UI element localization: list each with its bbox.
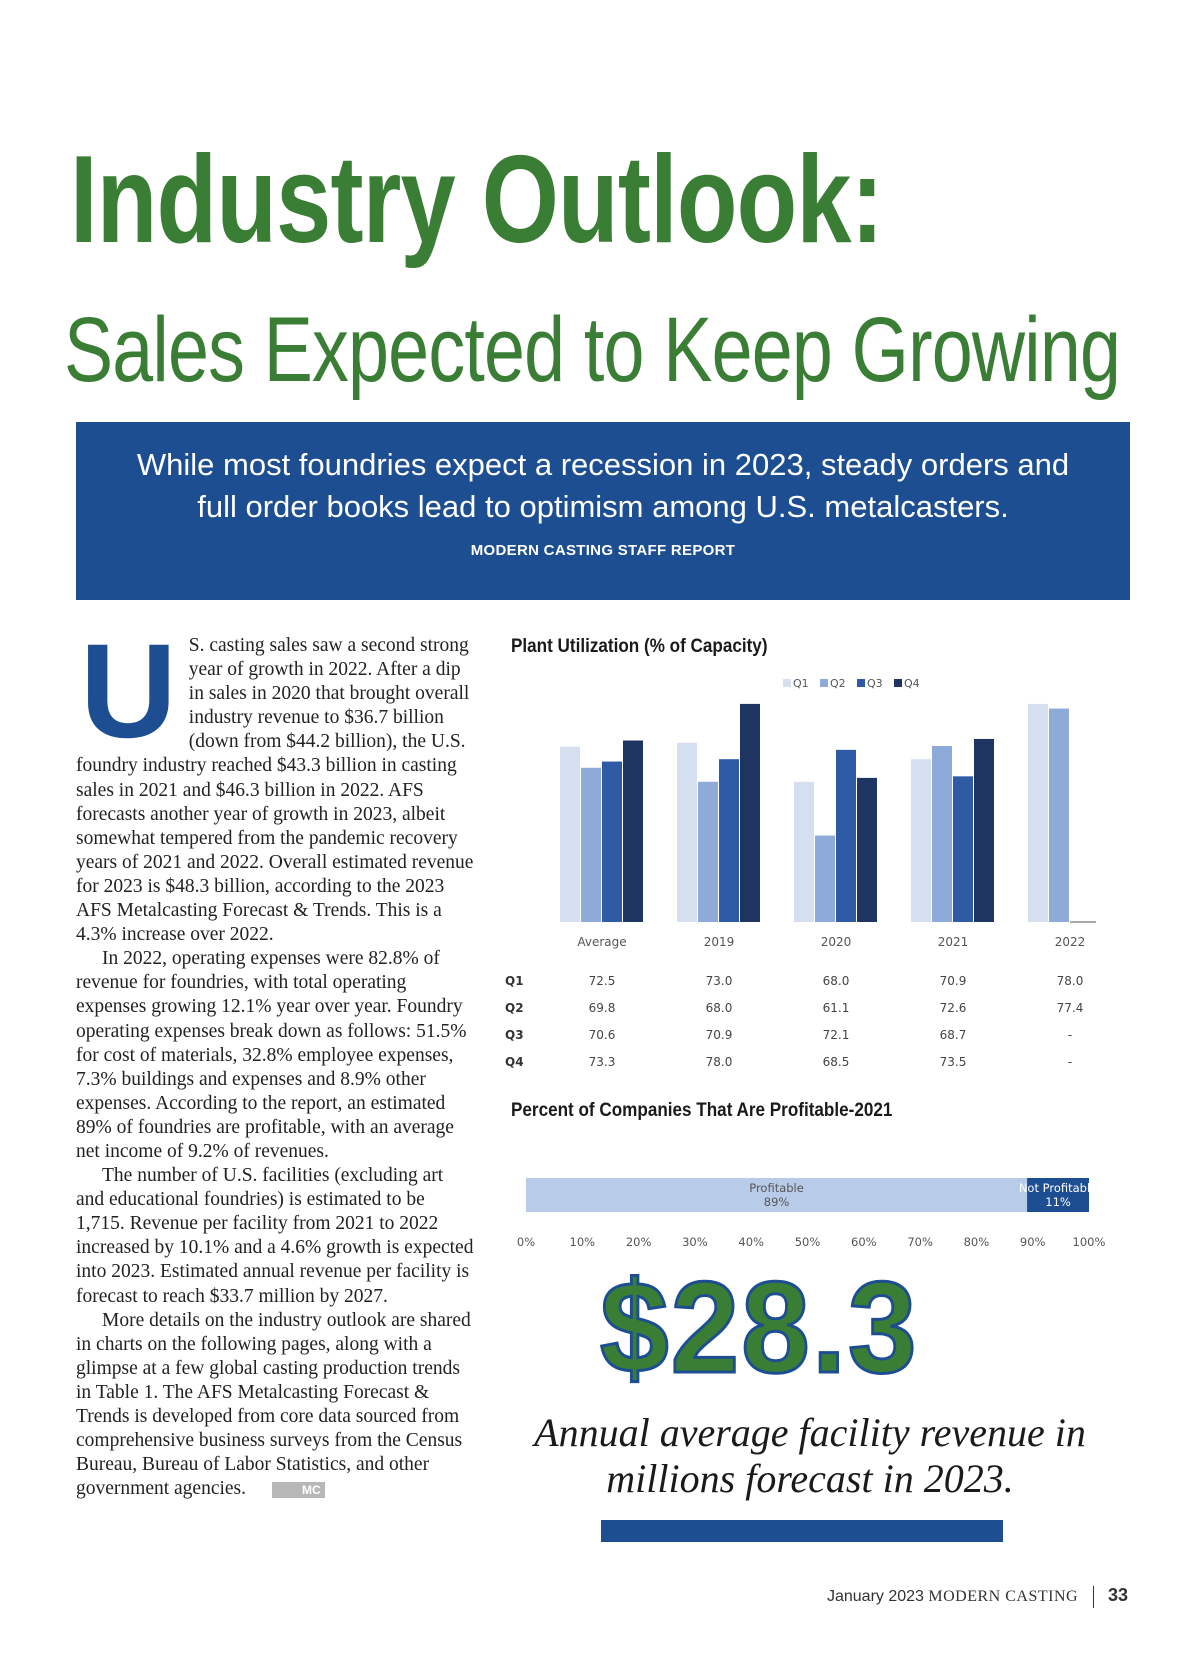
table-cell: - bbox=[1068, 1028, 1072, 1042]
table-cell: 72.5 bbox=[589, 974, 616, 988]
table-cell: 70.9 bbox=[940, 974, 967, 988]
legend-swatch-q2 bbox=[820, 679, 828, 687]
legend-label-q3: Q3 bbox=[867, 677, 883, 690]
footer-divider bbox=[1092, 1585, 1094, 1608]
deck-banner: While most foundries expect a recession … bbox=[76, 422, 1130, 600]
x-tick-label: 60% bbox=[851, 1235, 877, 1249]
table-cell: 68.7 bbox=[940, 1028, 967, 1042]
segment-not-profitable bbox=[1027, 1178, 1089, 1212]
article-paragraph: In 2022, operating expenses were 82.8% o… bbox=[76, 948, 467, 1162]
x-tick-label: 100% bbox=[1073, 1235, 1106, 1249]
callout-rule bbox=[601, 1520, 1003, 1542]
bar-2019-q2 bbox=[698, 781, 718, 922]
x-tick-label: 30% bbox=[682, 1235, 708, 1249]
segment-profitable bbox=[526, 1178, 1028, 1212]
x-tick-label: 10% bbox=[570, 1235, 596, 1249]
x-tick-label: 40% bbox=[738, 1235, 764, 1249]
bar-2020-q2 bbox=[815, 835, 835, 922]
x-tick-label: 70% bbox=[907, 1235, 933, 1249]
bar-average-q2 bbox=[581, 767, 601, 922]
article-paragraph: The number of U.S. facilities (excluding… bbox=[76, 1165, 474, 1307]
table-cell: 78.0 bbox=[1057, 974, 1084, 988]
table-cell: 68.0 bbox=[823, 974, 850, 988]
table-cell: 78.0 bbox=[706, 1055, 733, 1069]
table-cell: 70.6 bbox=[589, 1028, 616, 1042]
segment-name-label: Profitable bbox=[749, 1181, 804, 1195]
category-label: 2021 bbox=[938, 935, 969, 949]
table-cell: 61.1 bbox=[823, 1001, 850, 1015]
page-subtitle: Sales Expected to Keep Growing bbox=[64, 299, 1121, 401]
table-row-label: Q3 bbox=[505, 1028, 524, 1042]
table-cell: 73.5 bbox=[940, 1055, 967, 1069]
table-cell: 72.1 bbox=[823, 1028, 850, 1042]
x-tick-label: 20% bbox=[626, 1235, 652, 1249]
bar-2022-q1 bbox=[1028, 703, 1048, 922]
article-body: U S. casting sales saw a second strong y… bbox=[76, 617, 476, 1502]
bar-2020-q4 bbox=[857, 777, 877, 922]
article-paragraph: S. casting sales saw a second strong yea… bbox=[76, 635, 474, 946]
drop-cap: U bbox=[80, 617, 177, 766]
x-tick-label: 90% bbox=[1020, 1235, 1046, 1249]
bar-2021-q3 bbox=[953, 776, 973, 922]
category-label: Average bbox=[577, 935, 626, 949]
legend-label-q1: Q1 bbox=[793, 677, 809, 690]
bar-2021-q4 bbox=[974, 738, 994, 922]
revenue-callout-caption: Annual average facility revenue in milli… bbox=[534, 1410, 1086, 1501]
table-row-label: Q1 bbox=[505, 974, 524, 988]
legend-swatch-q4 bbox=[894, 679, 902, 687]
bar-2022-q2 bbox=[1049, 708, 1069, 922]
category-label: 2019 bbox=[704, 935, 735, 949]
table-row-label: Q4 bbox=[505, 1055, 524, 1069]
table-cell: 73.0 bbox=[706, 974, 733, 988]
issue-date: January 2023 bbox=[826, 1588, 924, 1605]
page-footer: January 2023 MODERN CASTING 33 bbox=[827, 1585, 1128, 1608]
segment-value-label: 89% bbox=[764, 1195, 790, 1209]
bar-2019-q3 bbox=[719, 759, 739, 922]
table-cell: 68.0 bbox=[706, 1001, 733, 1015]
x-tick-label: 50% bbox=[795, 1235, 821, 1249]
x-tick-label: 80% bbox=[964, 1235, 990, 1249]
legend-label-q4: Q4 bbox=[904, 677, 920, 690]
table-row-label: Q2 bbox=[505, 1001, 524, 1015]
category-label: 2022 bbox=[1055, 935, 1086, 949]
article-paragraph: More details on the industry outlook are… bbox=[76, 1309, 476, 1502]
revenue-callout-value: $28.3 bbox=[599, 1254, 919, 1400]
table-cell: - bbox=[1068, 1055, 1072, 1069]
bar-2020-q1 bbox=[794, 781, 814, 922]
article-paragraph-text: More details on the industry outlook are… bbox=[76, 1309, 471, 1500]
bar-2021-q1 bbox=[911, 759, 931, 922]
bar-2019-q4 bbox=[740, 703, 760, 922]
table-cell: 77.4 bbox=[1057, 1001, 1084, 1015]
table-cell: 72.6 bbox=[940, 1001, 967, 1015]
bar-2020-q3 bbox=[836, 749, 856, 922]
legend-label-q2: Q2 bbox=[830, 677, 846, 690]
page-number: 33 bbox=[1107, 1585, 1128, 1605]
table-cell: 69.8 bbox=[589, 1001, 616, 1015]
profitable-chart-title: Percent of Companies That Are Profitable… bbox=[511, 1100, 893, 1121]
table-cell: 68.5 bbox=[823, 1055, 850, 1069]
bar-2021-q2 bbox=[932, 745, 952, 922]
deck-text: While most foundries expect a recession … bbox=[136, 447, 1070, 524]
page-title: Industry Outlook: bbox=[70, 131, 884, 269]
table-cell: 70.9 bbox=[706, 1028, 733, 1042]
bar-average-q3 bbox=[602, 761, 622, 922]
bar-average-q1 bbox=[560, 746, 580, 922]
bar-2019-q1 bbox=[677, 742, 697, 922]
end-mark: MC bbox=[272, 1481, 325, 1498]
bar-average-q4 bbox=[623, 740, 643, 922]
legend-swatch-q3 bbox=[857, 679, 865, 687]
utilization-chart-title: Plant Utilization (% of Capacity) bbox=[511, 636, 768, 657]
x-tick-label: 0% bbox=[517, 1235, 535, 1249]
byline: MODERN CASTING STAFF REPORT bbox=[470, 542, 736, 559]
segment-name-label: Not Profitable bbox=[1019, 1181, 1097, 1195]
magazine-name: MODERN CASTING bbox=[928, 1588, 1079, 1605]
segment-value-label: 11% bbox=[1045, 1195, 1071, 1209]
table-cell: 73.3 bbox=[589, 1055, 616, 1069]
category-label: 2020 bbox=[821, 935, 852, 949]
utilization-chart: Q1 Q2 Q3 Q4 Average 2019 2020 2021 2022 Q1 72.5 73.… bbox=[505, 677, 1096, 1069]
legend-swatch-q1 bbox=[783, 679, 791, 687]
